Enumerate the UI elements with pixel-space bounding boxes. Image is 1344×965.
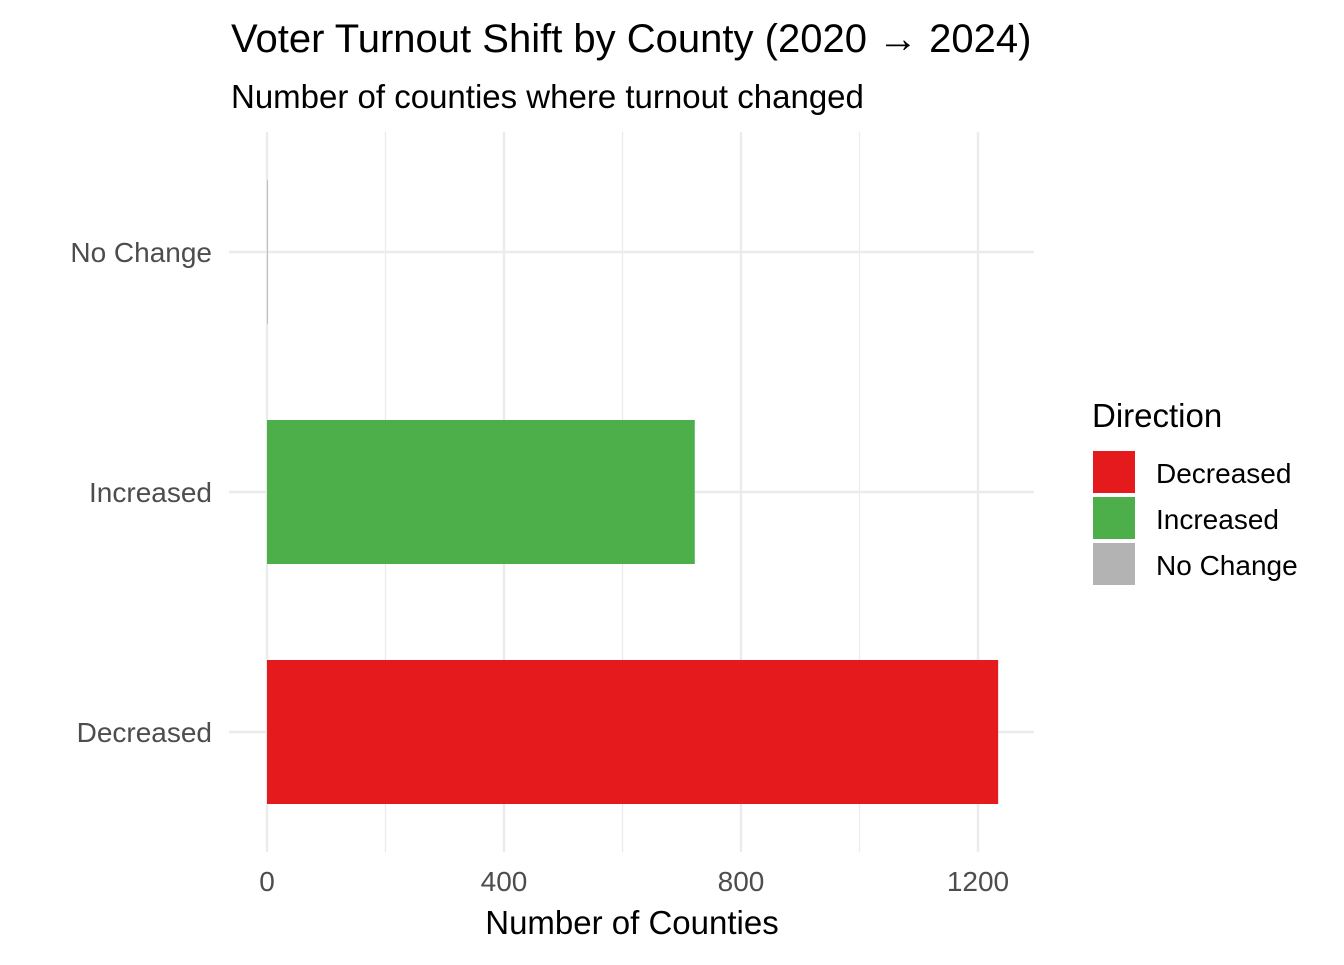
x-tick-label: 0 [259,866,275,897]
chart-title: Voter Turnout Shift by County (2020 → 20… [231,17,1031,61]
legend-title: Direction [1092,397,1222,434]
x-axis-title: Number of Counties [485,904,778,941]
legend-swatch [1093,543,1135,585]
y-axis-tick-labels: Decreased Increased No Change [70,237,212,748]
y-tick-label: No Change [70,237,212,268]
x-tick-label: 1200 [947,866,1009,897]
chart-subtitle: Number of counties where turnout changed [231,78,864,115]
bars-layer [267,180,999,804]
x-tick-label: 400 [481,866,528,897]
legend-swatch [1093,451,1135,493]
x-axis-tick-labels: 0 400 800 1200 [259,866,1009,897]
bar-increased [267,420,695,564]
legend-label: No Change [1156,550,1298,581]
x-tick-label: 800 [718,866,765,897]
legend-swatch [1093,497,1135,539]
y-tick-label: Decreased [77,717,212,748]
bar-decreased [267,660,999,804]
legend-label: Decreased [1156,458,1291,489]
legend-items: Decreased Increased No Change [1093,451,1298,585]
legend-label: Increased [1156,504,1279,535]
y-tick-label: Increased [89,477,212,508]
legend: Direction Decreased Increased No Change [1092,397,1298,585]
bar-no-change [267,180,268,324]
